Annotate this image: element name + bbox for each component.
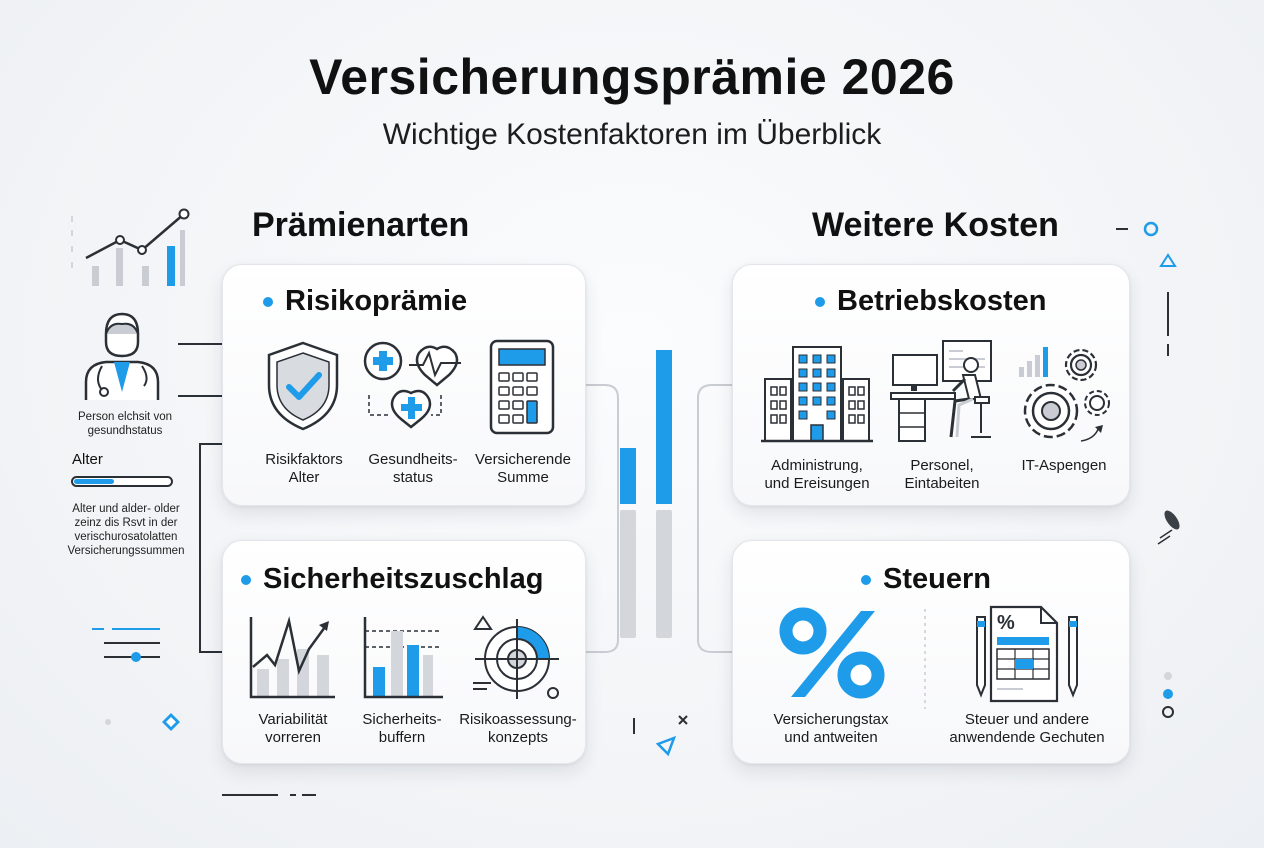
card-sicherheitszuschlag: Sicherheitszuschlag Variabilität vorrere…	[222, 540, 586, 764]
card-title-sicherheitszuschlag: Sicherheitszuschlag	[241, 563, 543, 596]
age-caption: Alter und alder- older zeinz dis Rsvt in…	[67, 503, 185, 557]
calculator-icon	[489, 339, 555, 435]
divider	[924, 609, 926, 709]
section-heading-praemienarten: Prämienarten	[252, 206, 470, 244]
item-label-versicherende-summe: Versicherende Summe	[475, 451, 571, 486]
card-steuern: Steuern % Versicherungstax und antweiten…	[732, 540, 1130, 764]
age-label: Alter	[72, 451, 103, 468]
card-title-steuern: Steuern	[861, 563, 991, 596]
card-title-risikopraemie: Risikoprämie	[263, 285, 467, 318]
item-label-versicherungstax: Versicherungstax und antweiten	[773, 711, 889, 746]
item-label-personel: Personel, Eintabeiten	[904, 457, 980, 492]
item-label-risikoassessung: Risikoassessung- konzepts	[459, 711, 577, 746]
age-slider[interactable]	[70, 474, 174, 490]
item-label-administrung: Administrung, und Ereisungen	[764, 457, 870, 492]
health-icon	[363, 341, 461, 429]
center-bar-tall	[656, 350, 672, 504]
item-label-steuer-und-andere: Steuer und andere anwendende Gechuten	[949, 711, 1105, 746]
bullet-dot	[861, 574, 871, 585]
bullet-dot	[241, 574, 251, 585]
doctor-icon	[84, 312, 160, 400]
person-caption: Person elchsit von gesundhstatus	[78, 411, 172, 437]
office-building-icon	[761, 346, 873, 443]
shield-check-icon	[267, 341, 339, 431]
line-chart-icon	[85, 208, 190, 286]
section-heading-weitere-kosten: Weitere Kosten	[812, 206, 1059, 244]
item-label-it-aspengen: IT-Aspengen	[1021, 457, 1107, 474]
svg-text:%: %	[997, 612, 1015, 634]
workstation-icon	[890, 340, 992, 442]
item-label-risikofaktor-alter: Risikfaktors Alter	[265, 451, 343, 486]
item-label-gesundheitsstatus: Gesundheits- status	[368, 451, 458, 486]
page-subtitle: Wichtige Kostenfaktoren im Überblick	[382, 118, 882, 151]
percent-icon	[779, 607, 885, 699]
gears-icon	[1019, 347, 1110, 442]
item-label-variabilitaet: Variabilität vorreren	[258, 711, 328, 746]
page-title: Versicherungsprämie 2026	[309, 49, 955, 105]
bullet-dot	[815, 296, 825, 307]
center-bar-small	[620, 448, 636, 504]
tax-document-icon: %	[976, 605, 1078, 703]
bullet-dot	[263, 296, 273, 307]
card-risikopraemie: Risikoprämie Risikfaktors Alter Gesundhe…	[222, 264, 586, 506]
volatility-chart-icon	[249, 616, 335, 699]
buffer-bars-icon	[363, 617, 443, 699]
target-icon	[473, 615, 559, 699]
card-betriebskosten: Betriebskosten	[732, 264, 1130, 506]
item-label-sicherheitsbuffer: Sicherheits- buffern	[362, 711, 442, 746]
card-title-betriebskosten: Betriebskosten	[815, 285, 1047, 318]
